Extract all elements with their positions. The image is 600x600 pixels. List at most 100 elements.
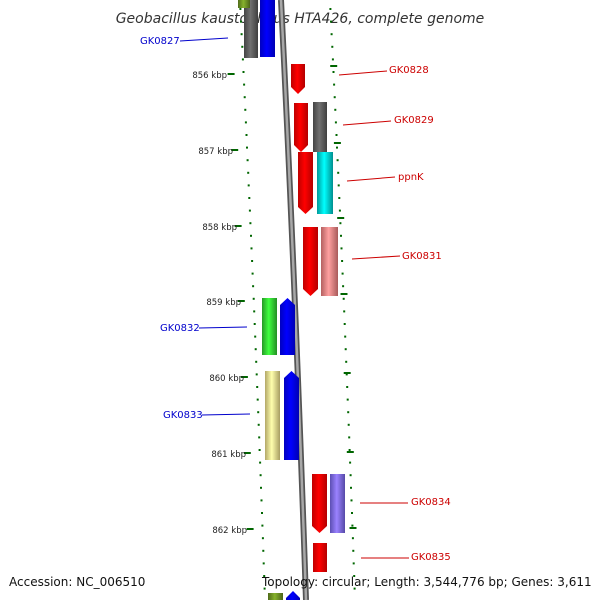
tick-dot [258, 436, 261, 439]
tick-dot [246, 146, 248, 149]
gene-feature[interactable] [238, 0, 250, 8]
tick-dot [332, 71, 335, 73]
gene-feature[interactable] [268, 593, 283, 600]
tick-dot [261, 537, 264, 540]
gene-feature[interactable] [330, 474, 345, 533]
tick-dot [261, 524, 264, 527]
tick-dot [345, 360, 348, 363]
tick-dot [247, 184, 250, 187]
tick-dot [255, 373, 258, 376]
tick-dot [334, 121, 337, 124]
tick-dot [348, 449, 351, 451]
tick-dot [258, 449, 261, 451]
gene-feature[interactable] [312, 474, 327, 533]
scale-label: 856 kbp [192, 71, 227, 81]
tick-dot [346, 386, 349, 388]
gene-label-right[interactable]: GK0831 [402, 251, 442, 262]
gene-feature[interactable] [291, 64, 305, 94]
tick-dot [260, 499, 263, 502]
tick-dot [351, 537, 354, 540]
tick-dot [261, 512, 263, 514]
tick-dot [349, 461, 352, 464]
tick-dot [254, 348, 257, 351]
tick-dot [338, 197, 341, 199]
tick-dot [250, 247, 253, 250]
tick-dot [250, 234, 252, 237]
tick-dot [331, 58, 334, 61]
gene-feature[interactable] [244, 0, 258, 58]
tick-dot [252, 285, 255, 288]
gene-label-right[interactable]: ppnK [398, 172, 424, 183]
gene-feature[interactable] [262, 298, 277, 355]
gene-feature[interactable] [280, 298, 295, 355]
tick-dot [345, 373, 348, 376]
gene-feature[interactable] [321, 227, 338, 296]
tick-dot [242, 71, 245, 73]
gene-feature[interactable] [313, 102, 327, 152]
scale-label: 859 kbp [206, 298, 241, 308]
tick-dot [259, 461, 262, 464]
tick-dot [254, 335, 257, 338]
tick-dot [341, 260, 344, 262]
tick-dot [352, 549, 355, 552]
tick-dot [344, 335, 347, 338]
tick-dot [243, 96, 246, 99]
left-gene-labels: GK0827 GK0832 GK0833 [140, 36, 251, 421]
scale-label: 857 kbp [198, 147, 233, 157]
gene-feature[interactable] [286, 591, 300, 600]
gene-label-right[interactable]: GK0828 [389, 65, 429, 76]
gene-label-right[interactable]: GK0834 [411, 497, 451, 508]
tick-dot [244, 108, 247, 111]
tick-dot [338, 209, 341, 212]
tick-dot [240, 33, 243, 36]
tick-dot [342, 285, 345, 288]
tick-dot [257, 411, 260, 414]
gene-label-left[interactable]: GK0832 [160, 323, 200, 334]
gene-feature[interactable] [260, 0, 275, 57]
scale-label: 860 kbp [209, 374, 244, 384]
tick-dot [351, 512, 353, 514]
tick-dot [343, 323, 346, 325]
gene-feature[interactable] [317, 152, 333, 214]
tick-dot [241, 45, 244, 48]
gene-feature[interactable] [298, 152, 313, 214]
gene-feature[interactable] [303, 227, 318, 296]
tick-dot [347, 423, 350, 426]
right-gene-labels: GK0828 GK0829 ppnK GK0831 GK0834 GK0835 [338, 65, 451, 563]
tick-marks [227, 8, 357, 590]
gene-feature[interactable] [294, 103, 308, 152]
gene-feature[interactable] [265, 371, 280, 460]
tick-dot [333, 83, 336, 86]
tick-dot [334, 108, 337, 111]
tick-dot [260, 486, 262, 489]
tick-dot [350, 499, 353, 502]
tick-dot [262, 549, 265, 552]
tick-dot [337, 171, 340, 174]
gene-label-right[interactable]: GK0829 [394, 115, 434, 126]
tick-dot [330, 33, 333, 36]
gene-label-right[interactable]: GK0835 [411, 552, 451, 563]
tick-dot [347, 411, 350, 414]
gene-feature[interactable] [313, 543, 327, 572]
tick-dot [348, 436, 351, 439]
tick-dot [246, 159, 249, 162]
tick-dot [340, 247, 343, 250]
tick-dot [341, 272, 344, 275]
gene-label-left[interactable]: GK0833 [163, 410, 203, 421]
tick-dot [346, 398, 349, 401]
gene-feature[interactable] [284, 371, 299, 460]
tick-dot [340, 234, 342, 237]
tick-dot [245, 134, 248, 136]
tick-dot [249, 222, 252, 225]
tick-dot [251, 260, 254, 262]
tick-dot [342, 297, 345, 300]
tick-dot [351, 524, 354, 527]
tick-dot [256, 386, 259, 388]
gene-label-left[interactable]: GK0827 [140, 36, 180, 47]
tick-dot [329, 8, 332, 10]
tick-dot [335, 134, 338, 136]
scale-label: 858 kbp [202, 223, 237, 233]
tick-dot [337, 184, 340, 187]
topology-text: Topology: circular; Length: 3,544,776 bp… [261, 575, 592, 589]
